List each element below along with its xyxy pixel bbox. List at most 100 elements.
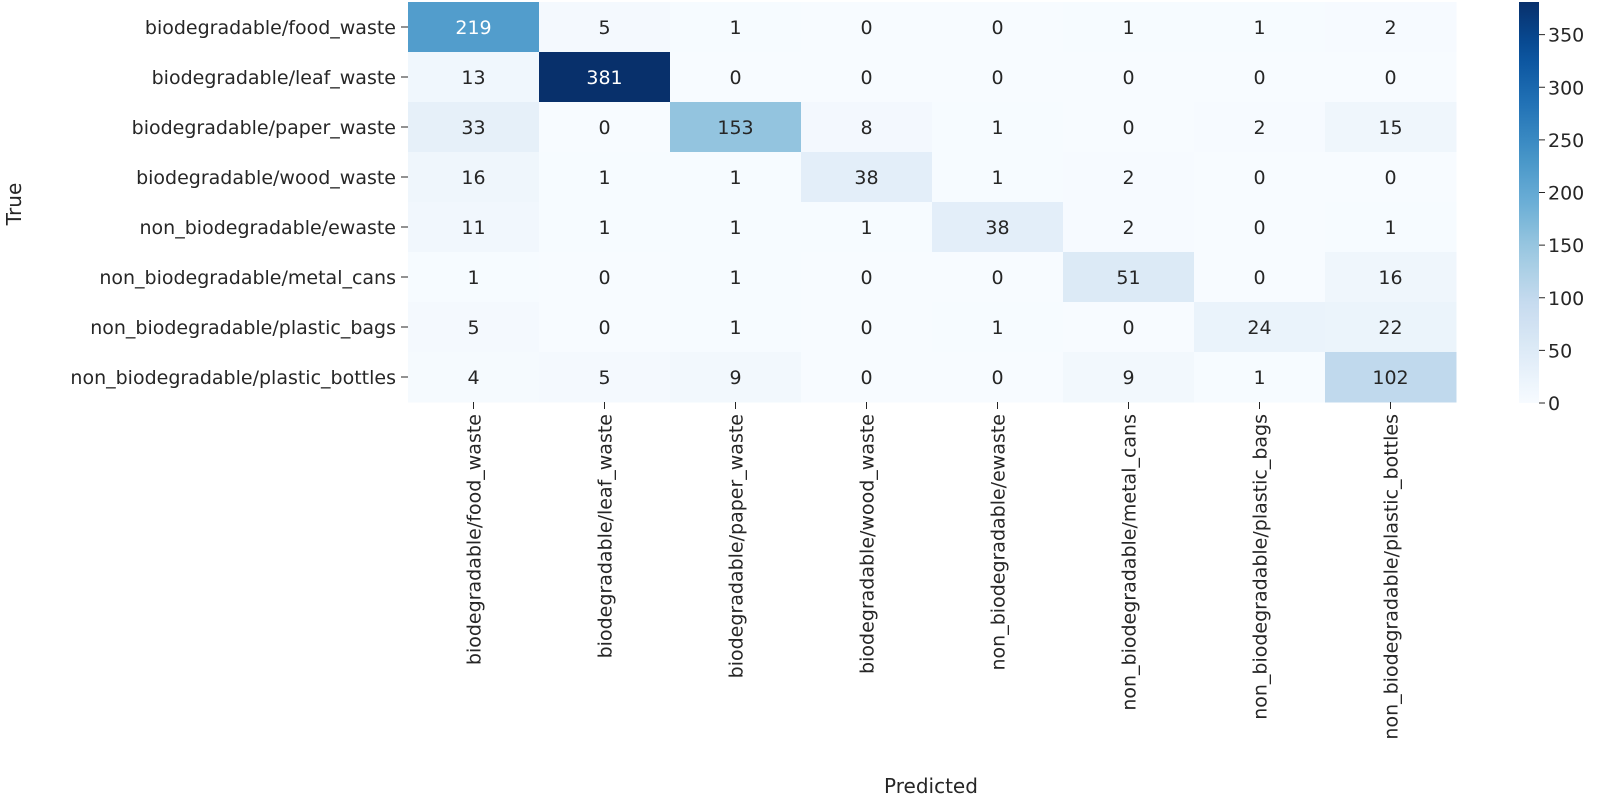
cell-value-label: 4 (467, 367, 479, 389)
cell-value-label: 1 (729, 317, 741, 339)
cell-value-label: 9 (1122, 367, 1134, 389)
x-tick-label: biodegradable/wood_waste (857, 414, 879, 674)
heatmap-cell (539, 252, 671, 303)
cell-value-label: 0 (1253, 267, 1265, 289)
cell-value-label: 1 (991, 317, 1003, 339)
cell-value-label: 153 (717, 117, 753, 139)
heatmap-cell (1194, 2, 1326, 53)
heatmap-cell (539, 102, 671, 153)
x-tick-label: non_biodegradable/ewaste (988, 414, 1010, 670)
heatmap-cell (932, 252, 1064, 303)
cell-value-label: 5 (598, 17, 610, 39)
cell-value-label: 16 (1378, 267, 1402, 289)
y-tick-label: biodegradable/paper_waste (132, 117, 396, 139)
x-axis-label: Predicted (884, 774, 978, 798)
heatmap-cells (408, 2, 1457, 403)
heatmap-cell (1063, 352, 1195, 403)
heatmap-cell (670, 202, 802, 253)
cell-value-label: 0 (991, 267, 1003, 289)
heatmap-cell (670, 2, 802, 53)
cell-value-label: 1 (729, 267, 741, 289)
y-tick-label: non_biodegradable/metal_cans (99, 267, 396, 289)
cell-value-label: 0 (729, 67, 741, 89)
cell-value-label: 24 (1247, 317, 1271, 339)
heatmap-cell (1063, 52, 1195, 103)
cell-value-label: 0 (991, 67, 1003, 89)
heatmap-cell (1325, 202, 1457, 253)
heatmap-cell (801, 102, 933, 153)
cell-value-label: 2 (1253, 117, 1265, 139)
heatmap-cell (801, 152, 933, 203)
heatmap-cell (539, 352, 671, 403)
cell-value-label: 0 (1122, 317, 1134, 339)
y-tick-label: biodegradable/wood_waste (136, 167, 396, 189)
cell-value-label: 2 (1122, 217, 1134, 239)
heatmap-cell (801, 252, 933, 303)
cell-value-label: 1 (860, 217, 872, 239)
heatmap-cell (670, 302, 802, 353)
heatmap-cell (1063, 152, 1195, 203)
colorbar-tick-label: 50 (1548, 340, 1572, 362)
cell-value-label: 0 (860, 67, 872, 89)
y-tick-label: biodegradable/leaf_waste (152, 67, 396, 89)
heatmap-cell (1325, 302, 1457, 353)
colorbar-tick-label: 150 (1548, 235, 1584, 257)
cell-value-label: 16 (461, 167, 485, 189)
x-tick-label: non_biodegradable/plastic_bottles (1381, 414, 1403, 740)
x-axis-tick-labels: biodegradable/food_waste biodegradable/le… (464, 402, 1403, 740)
heatmap-cell (1194, 202, 1326, 253)
heatmap-cell (539, 302, 671, 353)
heatmap-cell (1325, 252, 1457, 303)
cell-value-label: 5 (598, 367, 610, 389)
y-tick-label: biodegradable/food_waste (145, 17, 396, 39)
x-tick-label: non_biodegradable/plastic_bags (1250, 414, 1272, 720)
colorbar-tick-label: 100 (1548, 288, 1584, 310)
heatmap-cell (1325, 102, 1457, 153)
heatmap-cell (408, 352, 540, 403)
cell-value-label: 1 (1253, 17, 1265, 39)
cell-value-label: 38 (985, 217, 1009, 239)
cell-value-label: 13 (461, 67, 485, 89)
cell-value-label: 381 (586, 67, 622, 89)
x-tick-label: biodegradable/food_waste (464, 414, 486, 665)
cell-value-label: 1 (467, 267, 479, 289)
colorbar-ticks: 0 50 100 150 200 250 300 350 (1539, 25, 1584, 415)
cell-value-label: 38 (854, 167, 878, 189)
cell-value-label: 1 (1253, 367, 1265, 389)
heatmap-cell (408, 252, 540, 303)
heatmap-cell (408, 2, 540, 53)
heatmap-cell (932, 152, 1064, 203)
heatmap-cell (408, 302, 540, 353)
heatmap-cell (1063, 252, 1195, 303)
colorbar-tick-label: 300 (1548, 77, 1584, 99)
cell-value-label: 1 (1384, 217, 1396, 239)
cell-value-label: 0 (991, 17, 1003, 39)
cell-value-label: 1 (598, 167, 610, 189)
cell-value-label: 1 (598, 217, 610, 239)
heatmap-cell (1063, 202, 1195, 253)
cell-value-label: 1 (729, 217, 741, 239)
heatmap-cell (539, 2, 671, 53)
heatmap-cell (1325, 352, 1457, 403)
cell-value-label: 0 (991, 367, 1003, 389)
heatmap-cell (1194, 52, 1326, 103)
heatmap-cell (932, 202, 1064, 253)
x-tick-label: non_biodegradable/metal_cans (1119, 414, 1141, 711)
cell-value-label: 0 (1384, 167, 1396, 189)
heatmap-cell (801, 52, 933, 103)
y-tick-label: non_biodegradable/plastic_bags (90, 317, 396, 339)
heatmap-cell (408, 202, 540, 253)
cell-value-label: 0 (860, 17, 872, 39)
cell-value-label: 33 (461, 117, 485, 139)
heatmap-cell (932, 352, 1064, 403)
heatmap-cell (932, 2, 1064, 53)
cell-value-label: 11 (461, 217, 485, 239)
cell-value-label: 2 (1384, 17, 1396, 39)
cell-value-label: 1 (991, 117, 1003, 139)
cell-value-label: 0 (1253, 167, 1265, 189)
heatmap-cell (801, 2, 933, 53)
heatmap-cell (539, 202, 671, 253)
heatmap-cell (408, 52, 540, 103)
y-tick-label: non_biodegradable/plastic_bottles (70, 367, 396, 389)
